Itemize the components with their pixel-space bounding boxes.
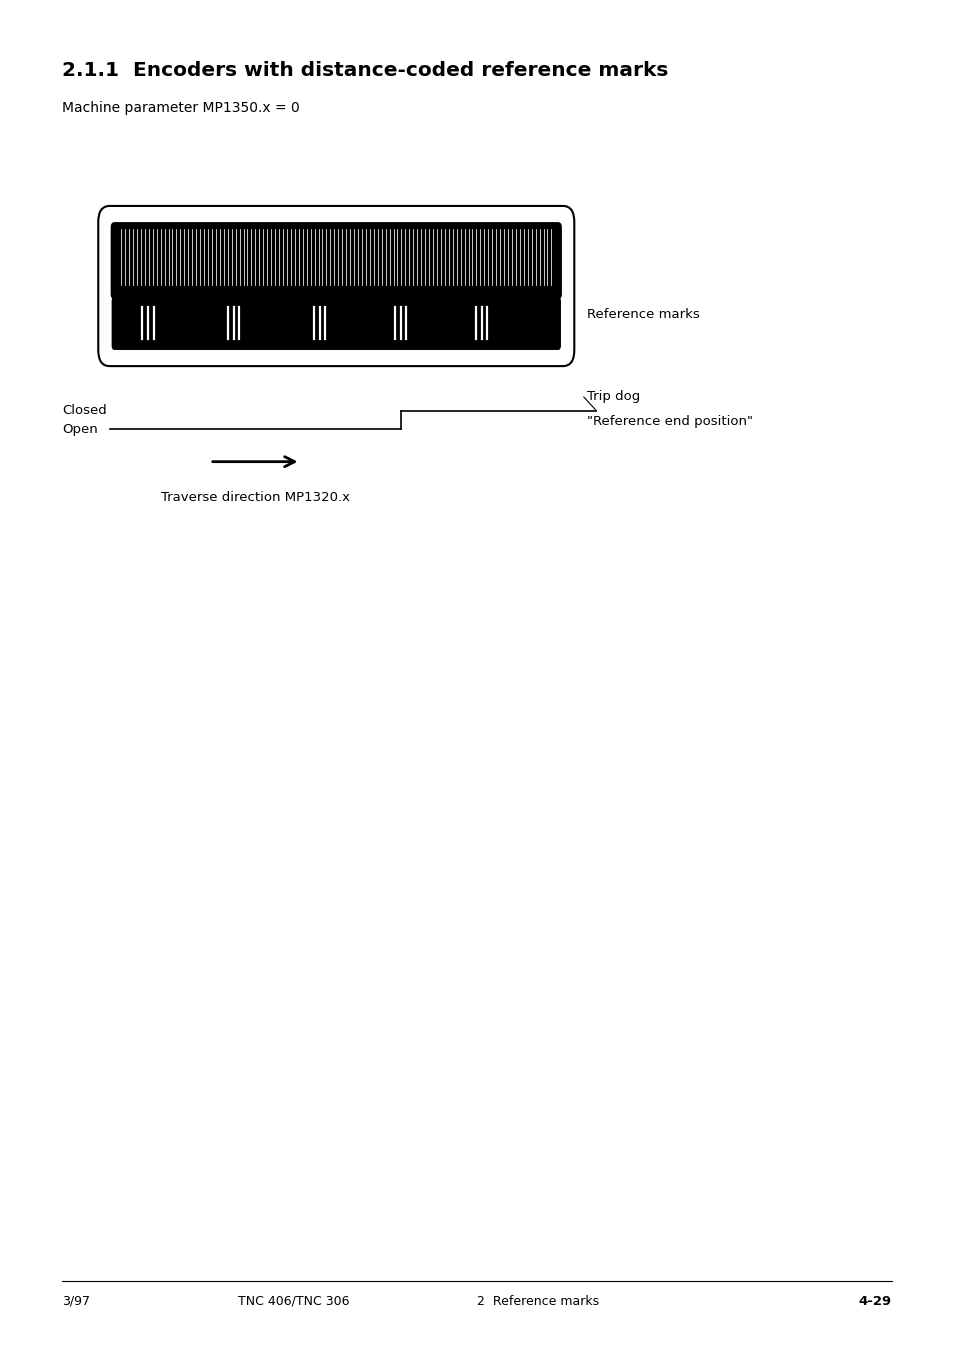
Text: Machine parameter MP1350.x = 0: Machine parameter MP1350.x = 0 bbox=[62, 101, 299, 114]
Text: 4-29: 4-29 bbox=[858, 1295, 891, 1308]
Text: 3/97: 3/97 bbox=[62, 1295, 90, 1308]
FancyBboxPatch shape bbox=[111, 222, 561, 299]
Text: Traverse direction MP1320.x: Traverse direction MP1320.x bbox=[160, 491, 350, 505]
Text: Reference marks: Reference marks bbox=[586, 308, 699, 320]
FancyBboxPatch shape bbox=[98, 206, 574, 366]
Text: 2.1.1  Encoders with distance-coded reference marks: 2.1.1 Encoders with distance-coded refer… bbox=[62, 61, 668, 79]
Text: 2  Reference marks: 2 Reference marks bbox=[476, 1295, 598, 1308]
Text: Closed: Closed bbox=[62, 404, 107, 417]
Text: TNC 406/TNC 306: TNC 406/TNC 306 bbox=[238, 1295, 350, 1308]
FancyBboxPatch shape bbox=[112, 297, 560, 350]
Text: Trip dog: Trip dog bbox=[586, 390, 639, 404]
Text: Open: Open bbox=[62, 423, 97, 436]
Text: "Reference end position": "Reference end position" bbox=[586, 415, 752, 428]
